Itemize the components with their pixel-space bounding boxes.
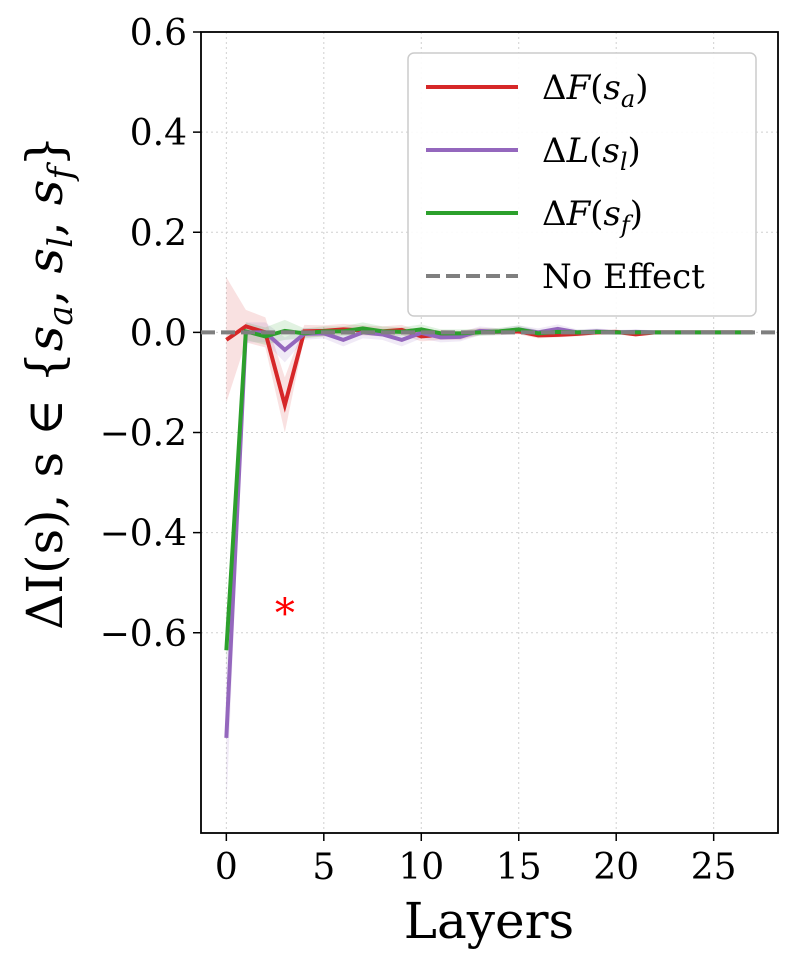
legend-box <box>407 52 757 317</box>
x-tick-label: 25 <box>691 847 737 888</box>
y-tick-label: 0.0 <box>130 313 187 354</box>
confidence-bands <box>226 277 753 808</box>
y-axis-ticks: 0.6 0.4 0.2 0.0 −0.2 −0.4 −0.6 <box>100 13 201 655</box>
series-line <box>224 326 753 738</box>
legend-label: ΔF(sf) <box>542 194 643 239</box>
y-tick-label: −0.4 <box>100 514 187 555</box>
x-tick-label: 5 <box>312 847 335 888</box>
y-tick-label: −0.2 <box>100 414 187 455</box>
series-lines <box>224 324 753 738</box>
y-tick-label: 0.6 <box>130 13 187 54</box>
series-line <box>224 326 753 651</box>
y-tick-label: 0.2 <box>130 213 187 254</box>
x-tick-label: 20 <box>593 847 639 888</box>
confidence-band <box>226 322 753 808</box>
x-axis-ticks: 0 5 10 15 20 25 <box>215 833 737 888</box>
confidence-band <box>226 319 753 668</box>
legend-label: ΔL(sl) <box>542 131 641 176</box>
x-tick-label: 10 <box>398 847 444 888</box>
x-tick-label: 0 <box>215 847 238 888</box>
legend-label: No Effect <box>542 257 705 297</box>
annotations: * <box>275 591 295 637</box>
x-tick-label: 15 <box>496 847 542 888</box>
annotation-asterisk: * <box>275 591 295 637</box>
y-tick-label: 0.4 <box>130 113 187 154</box>
legend-label: ΔF(sa) <box>542 68 648 113</box>
y-tick-label: −0.6 <box>100 614 187 655</box>
x-axis-label: Layers <box>404 892 574 950</box>
legend: ΔF(sa) ΔL(sl) ΔF(sf) No Effect <box>407 52 757 317</box>
y-axis-label: ΔI(s), s ∈ {sa​, sl​, sf​} <box>16 135 81 630</box>
